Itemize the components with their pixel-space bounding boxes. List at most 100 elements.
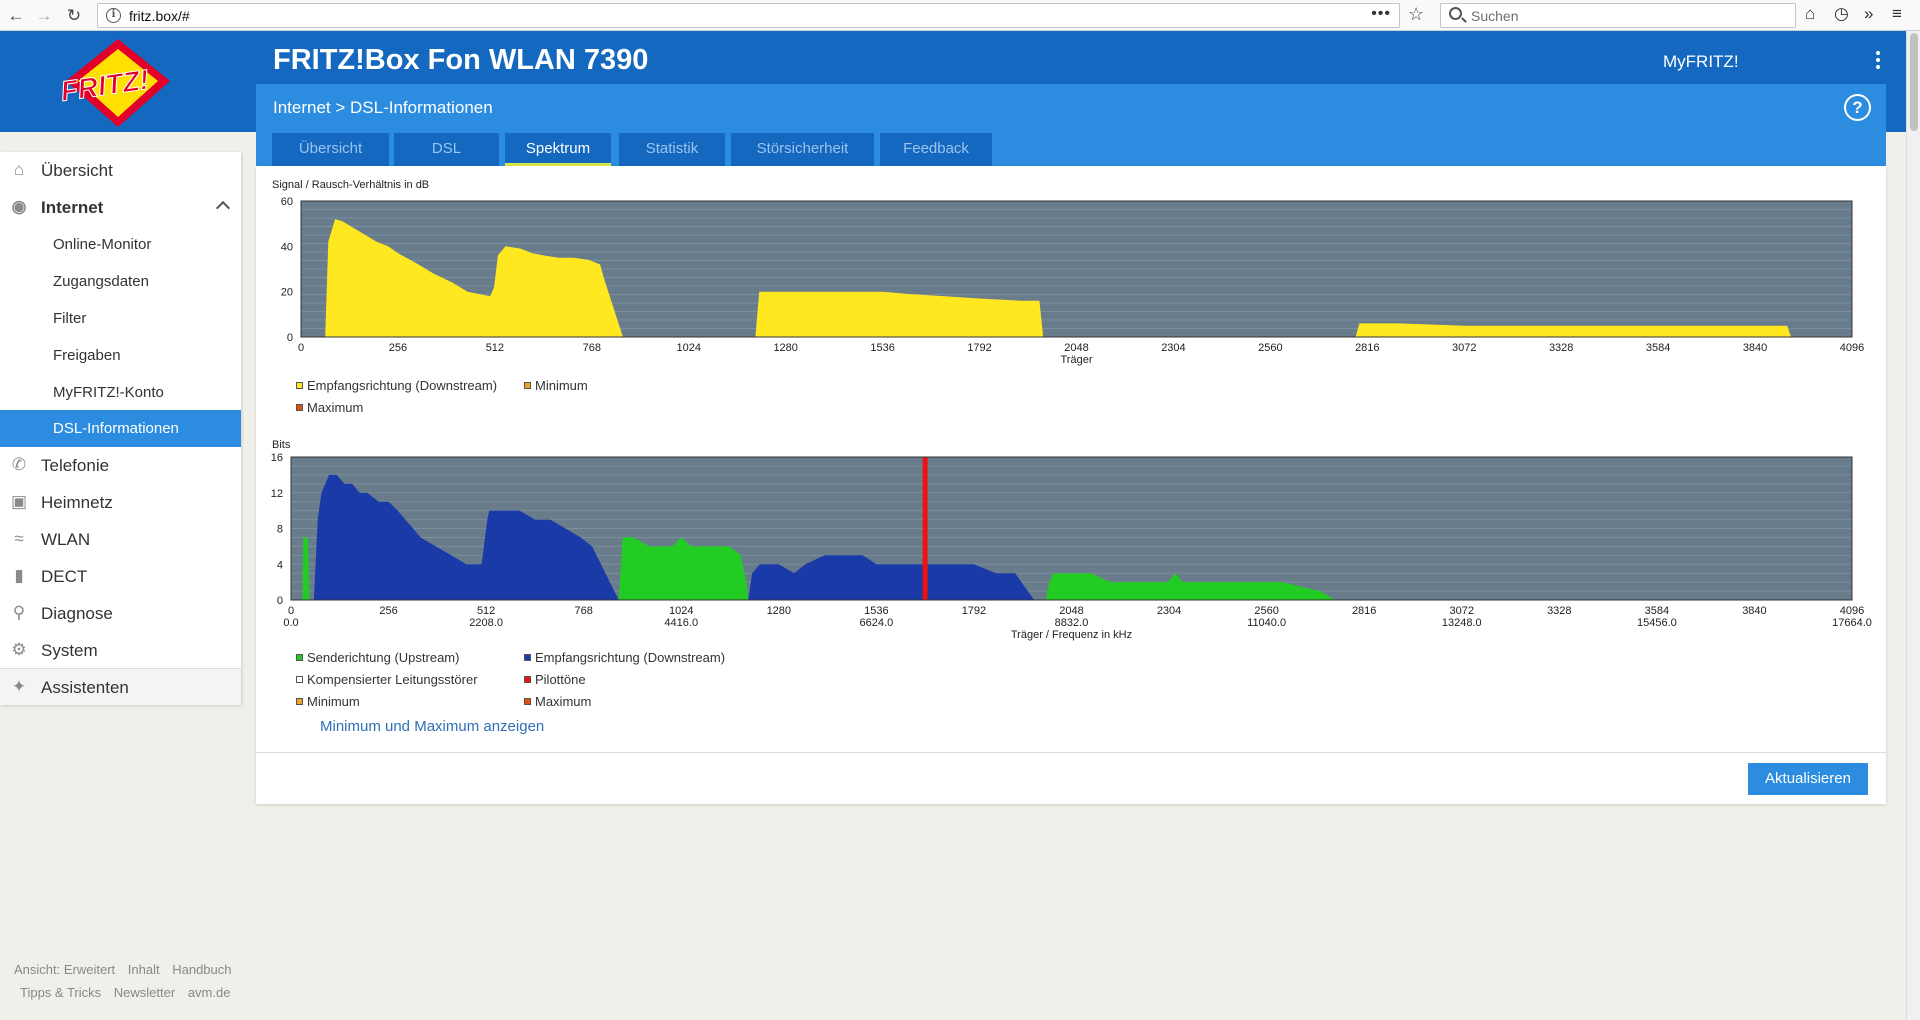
sidebar-item-system[interactable]: ⚙ System (0, 632, 241, 669)
sidebar-sub-label: Zugangsdaten (53, 273, 149, 290)
sidebar-item-assistenten[interactable]: ✦ Assistenten (0, 668, 241, 705)
legend-label: Maximum (535, 694, 592, 709)
sidebar-item-heimnetz[interactable]: ▣ Heimnetz (0, 484, 241, 521)
sidebar-sub-online-monitor[interactable]: Online-Monitor (0, 226, 241, 263)
search-input[interactable]: Suchen (1440, 3, 1796, 28)
show-minmax-link[interactable]: Minimum und Maximum anzeigen (320, 718, 545, 735)
y-tick-label: 4 (277, 559, 283, 571)
sidebar-sub-label: Freigaben (53, 347, 121, 364)
freq-tick-label: 15456.0 (1637, 617, 1677, 629)
x-tick-label: 3328 (1547, 605, 1571, 617)
x-tick-label: 2048 (1064, 342, 1088, 354)
x-tick-label: 1280 (773, 342, 797, 354)
legend-snr-maximum: Maximum (296, 400, 363, 415)
x-tick-label: 4096 (1840, 605, 1864, 617)
sidebar-item-diagnose[interactable]: ⚲ Diagnose (0, 595, 241, 632)
freq-tick-label: 6624.0 (860, 617, 894, 629)
sidebar-item-internet[interactable]: ◉ Internet (0, 189, 241, 226)
history-icon[interactable]: ◷ (1834, 4, 1849, 23)
freq-tick-label: 4416.0 (664, 617, 698, 629)
series-area (1355, 323, 1791, 337)
page-title: FRITZ!Box Fon WLAN 7390 (273, 44, 649, 76)
y-tick-label: 0 (277, 595, 283, 607)
tab-statistik[interactable]: Statistik (619, 133, 725, 166)
x-tick-label: 3072 (1450, 605, 1474, 617)
x-tick-label: 4096 (1840, 342, 1864, 354)
snr-chart: 0 20 40 60 0 256 512 768 1024 1280 1536 1792 2048 230… (272, 179, 1864, 366)
sidebar-item-label: Diagnose (41, 604, 113, 623)
footer-link-tipps[interactable]: Tipps & Tricks (20, 985, 102, 1000)
bookmark-icon[interactable]: ☆ (1408, 4, 1425, 24)
page-actions-icon[interactable]: ••• (1371, 5, 1391, 22)
legend-label: Maximum (307, 400, 364, 415)
scrollbar-thumb[interactable] (1910, 33, 1918, 131)
legend-upstream: Senderichtung (Upstream) (296, 650, 459, 665)
diagnose-icon: ⚲ (12, 603, 26, 622)
sidebar-item-uebersicht[interactable]: ⌂ Übersicht (0, 152, 241, 189)
fritz-logo[interactable]: FRITZ! (0, 31, 256, 132)
legend-downstream: Empfangsrichtung (Downstream) (524, 650, 725, 665)
y-tick-label: 0 (287, 332, 293, 344)
overflow-icon[interactable]: » (1864, 4, 1874, 23)
info-icon[interactable]: i (106, 8, 121, 23)
tab-stoersicherheit[interactable]: Störsicherheit (731, 133, 874, 166)
series-area (755, 291, 1044, 337)
forward-icon[interactable]: → (35, 6, 53, 25)
sidebar-item-telefonie[interactable]: ✆ Telefonie (0, 447, 241, 484)
tab-spektrum[interactable]: Spektrum (505, 133, 611, 166)
gear-icon: ⚙ (11, 640, 27, 659)
footer-link-handbuch[interactable]: Handbuch (172, 962, 232, 977)
help-icon[interactable]: ? (1844, 94, 1871, 121)
legend-swatch (524, 676, 531, 683)
x-tick-label: 1792 (967, 342, 991, 354)
sidebar-item-label: Assistenten (41, 678, 129, 697)
x-tick-label: 3840 (1742, 605, 1766, 617)
footer-links-row2: Tipps & Tricks Newsletter avm.de (20, 985, 239, 1000)
x-tick-label: 2560 (1258, 342, 1282, 354)
myfritz-link[interactable]: MyFRITZ! (1663, 52, 1739, 71)
x-tick-label: 3840 (1743, 342, 1767, 354)
footer-link-inhalt[interactable]: Inhalt (127, 962, 160, 977)
kebab-menu-icon[interactable] (1876, 51, 1882, 72)
footer-link-ansicht[interactable]: Ansicht: Erweitert (14, 962, 116, 977)
sidebar-item-label: Internet (41, 198, 104, 217)
wifi-icon: ≈ (14, 529, 24, 548)
url-bar[interactable]: i fritz.box/# ••• (97, 3, 1400, 28)
menu-icon[interactable]: ≡ (1892, 4, 1902, 23)
page-scrollbar[interactable] (1906, 31, 1920, 1020)
tab-feedback[interactable]: Feedback (880, 133, 992, 166)
legend-swatch (296, 676, 303, 683)
sidebar-sub-filter[interactable]: Filter (0, 300, 241, 337)
reload-icon[interactable]: ↻ (66, 6, 82, 25)
footer-link-avm[interactable]: avm.de (187, 985, 231, 1000)
sidebar-item-dect[interactable]: ▮ DECT (0, 558, 241, 595)
home-icon: ⌂ (13, 160, 25, 179)
sidebar-item-label: Übersicht (41, 161, 113, 180)
network-icon: ▣ (10, 492, 28, 511)
legend-snr-minimum: Minimum (524, 378, 588, 393)
x-axis-label: Träger / Frequenz in kHz (1011, 629, 1132, 641)
legend-label: Empfangsrichtung (Downstream) (307, 378, 498, 393)
x-tick-label: 2560 (1254, 605, 1278, 617)
x-tick-label: 512 (477, 605, 495, 617)
y-tick-label: 8 (277, 524, 283, 536)
refresh-button[interactable]: Aktualisieren (1748, 763, 1868, 795)
x-tick-label: 0 (288, 605, 294, 617)
y-tick-label: 16 (271, 452, 283, 464)
tab-uebersicht[interactable]: Übersicht (272, 133, 389, 166)
sidebar-item-wlan[interactable]: ≈ WLAN (0, 521, 241, 558)
tab-dsl[interactable]: DSL (394, 133, 499, 166)
home-browser-icon[interactable]: ⌂ (1805, 4, 1816, 23)
legend-minimum: Minimum (296, 694, 360, 709)
x-tick-label: 2816 (1352, 605, 1376, 617)
sidebar-sub-freigaben[interactable]: Freigaben (0, 337, 241, 374)
sidebar-sub-myfritz-konto[interactable]: MyFRITZ!-Konto (0, 374, 241, 411)
sidebar-sub-dsl-informationen[interactable]: DSL-Informationen (0, 410, 241, 447)
sidebar-sub-zugangsdaten[interactable]: Zugangsdaten (0, 263, 241, 300)
globe-icon: ◉ (11, 197, 27, 216)
back-icon[interactable]: ← (7, 6, 25, 25)
footer-link-newsletter[interactable]: Newsletter (113, 985, 176, 1000)
legend-snr-downstream: Empfangsrichtung (Downstream) (296, 378, 497, 393)
legend-swatch (524, 382, 531, 389)
